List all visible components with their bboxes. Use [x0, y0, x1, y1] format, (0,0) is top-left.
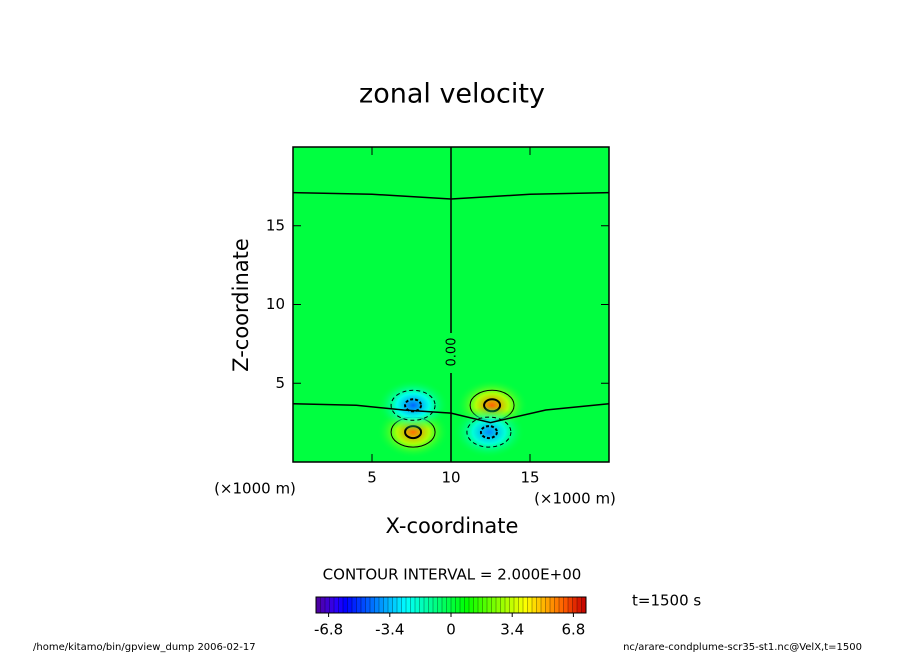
colorbar-cell	[550, 597, 555, 613]
x-tick-label: 5	[367, 469, 377, 487]
field: 0.00	[293, 147, 609, 462]
colorbar-cell	[383, 597, 389, 613]
colorbar-cell	[446, 597, 452, 613]
colorbar-cell	[455, 597, 461, 613]
colorbar-cell	[325, 597, 330, 613]
colorbar-cell	[428, 597, 434, 613]
colorbar-cell	[419, 597, 425, 613]
colorbar-cell	[352, 597, 357, 613]
colorbar-cell	[478, 597, 483, 613]
colorbar-cell	[509, 597, 515, 613]
colorbar-cell	[442, 597, 447, 613]
anomaly	[452, 406, 525, 459]
y-tick-label: 10	[266, 295, 285, 313]
colorbar-cell	[536, 597, 542, 613]
colorbar-cell	[437, 597, 443, 613]
y-axis-label: Z-coordinate	[229, 238, 253, 372]
label-bg	[446, 333, 458, 373]
colorbar-cell	[316, 597, 321, 613]
colorbar-cell	[370, 597, 375, 613]
colorbar-cell	[500, 597, 506, 613]
x-unit: (×1000 m)	[534, 490, 616, 508]
colorbar-cell	[541, 597, 546, 613]
colorbar-cell	[415, 597, 420, 613]
colorbar-cell	[406, 597, 411, 613]
contour-label: 0.00	[445, 338, 460, 367]
contour-line	[466, 416, 512, 448]
x-tick-label: 15	[520, 469, 539, 487]
colorbar-cell	[374, 597, 380, 613]
y-tick-label: 15	[266, 216, 285, 234]
colorbar-cell	[568, 597, 573, 613]
y-tick-label: 5	[275, 374, 285, 392]
colorbar-cell	[388, 597, 393, 613]
colorbar-cell	[527, 597, 533, 613]
contour-interval: CONTOUR INTERVAL = 2.000E+00	[323, 566, 582, 584]
colorbar-cell	[451, 597, 456, 613]
colorbar-cell	[572, 597, 578, 613]
chart-title: zonal velocity	[359, 79, 545, 110]
colorbar-cell	[392, 597, 398, 613]
colorbar-cell	[338, 597, 344, 613]
colorbar-tick-label: -6.8	[314, 621, 343, 639]
contour-line	[479, 425, 498, 440]
colorbar-tick-label: 0	[446, 621, 456, 639]
footer-right: nc/arare-condplume-scr35-st1.nc@VelX,t=1…	[623, 642, 862, 653]
colorbar-cell	[496, 597, 501, 613]
footer-left: /home/kitamo/bin/gpview_dump 2006-02-17	[33, 642, 256, 653]
colorbar-cell	[334, 597, 339, 613]
colorbar-cell	[518, 597, 524, 613]
anomaly	[377, 379, 450, 432]
colorbar-cell	[514, 597, 519, 613]
colorbar-cell	[491, 597, 497, 613]
colorbar-cell	[532, 597, 537, 613]
colorbar-cell	[361, 597, 366, 613]
colorbar-cell	[433, 597, 438, 613]
colorbar-cell	[469, 597, 474, 613]
x-axis-label: X-coordinate	[386, 514, 519, 538]
colorbar-cell	[554, 597, 560, 613]
colorbar-cell	[343, 597, 348, 613]
colorbar-cell	[482, 597, 488, 613]
y-unit: (×1000 m)	[214, 480, 296, 498]
colorbar-cell	[329, 597, 335, 613]
colorbar-cell	[487, 597, 492, 613]
colorbar-cell	[545, 597, 551, 613]
colorbar-cell	[356, 597, 362, 613]
colorbar-cell	[397, 597, 402, 613]
colorbar-cell	[505, 597, 510, 613]
colorbar-cell	[563, 597, 569, 613]
x-tick-label: 10	[441, 469, 460, 487]
colorbar-tick-label: -3.4	[375, 621, 404, 639]
colorbar-cell	[347, 597, 353, 613]
colorbar-cell	[410, 597, 416, 613]
colorbar-cell	[460, 597, 465, 613]
colorbar-tick-label: 6.8	[561, 621, 585, 639]
colorbar-cell	[379, 597, 384, 613]
colorbar-cell	[464, 597, 470, 613]
colorbar-cell	[424, 597, 429, 613]
colorbar-tick-label: 3.4	[500, 621, 524, 639]
time-label: t=1500 s	[632, 592, 701, 610]
colorbar-cell	[581, 597, 587, 613]
colorbar-cell	[401, 597, 407, 613]
colorbar-cell	[577, 597, 582, 613]
contour-line	[390, 389, 436, 421]
colorbar-cell	[365, 597, 371, 613]
colorbar-cell	[559, 597, 564, 613]
colorbar-cell	[523, 597, 528, 613]
colorbar-cell	[320, 597, 326, 613]
colorbar-cell	[473, 597, 479, 613]
